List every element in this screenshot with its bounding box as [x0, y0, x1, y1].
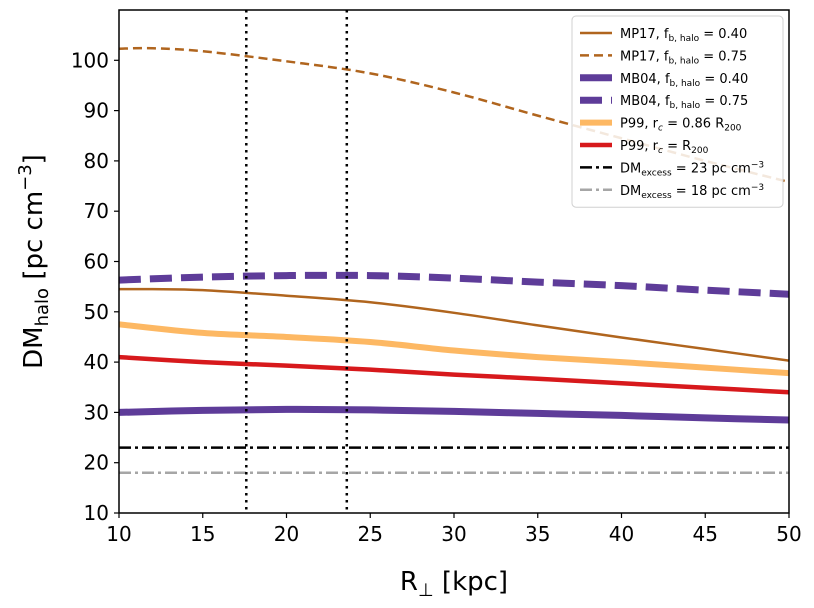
- axis-ticks: 10 15 20 25 30 35 40 45 50 10 20 30 40 50 60 70 80 90 100: [71, 48, 802, 546]
- x-tick-label: 30: [441, 522, 466, 546]
- x-tick-label: 15: [190, 522, 215, 546]
- legend-label-dm_excess_18: DMexcess = 18 pc cm−3: [620, 183, 764, 201]
- legend-box: [571, 15, 784, 208]
- y-tick-label: 20: [84, 451, 109, 475]
- y-tick-label: 100: [71, 48, 109, 72]
- legend-label-p99_086: P99, rc = 0.86 R200: [620, 117, 742, 134]
- y-tick-label: 70: [84, 199, 109, 223]
- x-tick-label: 45: [693, 522, 718, 546]
- series-layer: [119, 46, 789, 475]
- series-line-p99_1: [119, 354, 789, 395]
- y-tick-label: 40: [84, 350, 109, 374]
- series-line-mp17_040: [119, 287, 789, 362]
- legend: MP17, fb, halo = 0.40 MP17, fb, halo = 0.…: [571, 15, 784, 208]
- legend-label-mp17_075: MP17, fb, halo = 0.75: [620, 49, 747, 66]
- legend-label-mp17_040: MP17, fb, halo = 0.40: [620, 27, 747, 44]
- x-tick-label: 10: [106, 522, 131, 546]
- x-tick-label: 35: [525, 522, 550, 546]
- series-line-mb04_040: [119, 405, 789, 424]
- y-tick-label: 10: [84, 501, 109, 525]
- series-line-p99_086: [119, 321, 789, 377]
- x-tick-label: 50: [776, 522, 801, 546]
- y-tick-label: 60: [84, 250, 109, 274]
- x-tick-label: 20: [274, 522, 299, 546]
- series-line-mb04_075: [119, 271, 789, 298]
- axis-labels: R⊥ [kpc] DMhalo [pc cm−3]: [15, 154, 508, 601]
- y-axis-label: DMhalo [pc cm−3]: [15, 154, 53, 369]
- x-axis-label: R⊥ [kpc]: [400, 567, 508, 601]
- y-tick-label: 90: [84, 99, 109, 123]
- y-tick-label: 80: [84, 149, 109, 173]
- legend-label-p99_1: P99, rc = R200: [620, 139, 709, 156]
- y-tick-label: 50: [84, 300, 109, 324]
- y-tick-label: 30: [84, 400, 109, 424]
- legend-label-dm_excess_23: DMexcess = 23 pc cm−3: [620, 160, 764, 178]
- legend-label-mb04_040: MB04, fb, halo = 0.40: [620, 72, 748, 89]
- x-tick-label: 25: [358, 522, 383, 546]
- x-tick-label: 40: [609, 522, 634, 546]
- legend-label-mb04_075: MB04, fb, halo = 0.75: [620, 94, 748, 111]
